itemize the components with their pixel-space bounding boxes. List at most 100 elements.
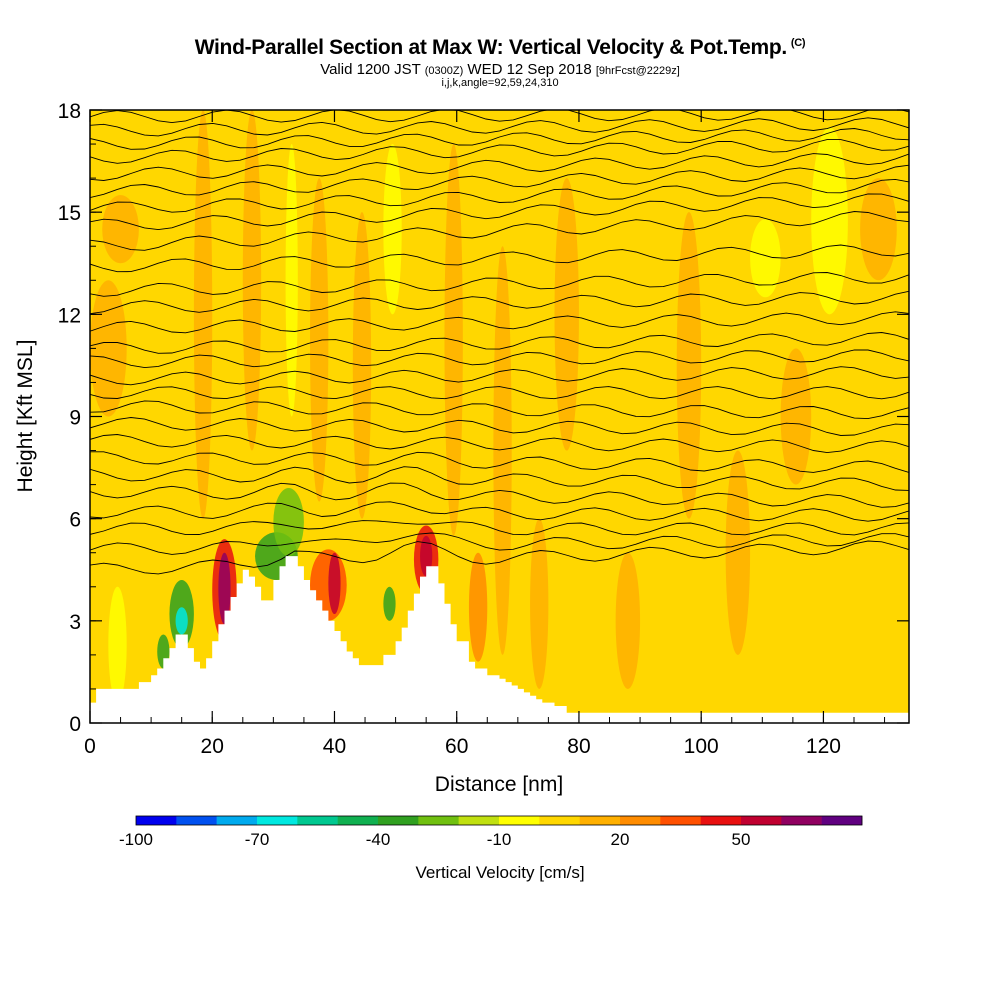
theta-contour-line xyxy=(90,128,909,150)
velocity-cell xyxy=(310,178,329,502)
theta-contour-line xyxy=(90,417,909,436)
velocity-cell xyxy=(102,195,139,264)
velocity-cell xyxy=(242,110,262,451)
valid-time: Valid 1200 JST (0300Z) WED 12 Sep 2018 [… xyxy=(0,61,1000,78)
velocity-cell xyxy=(860,178,897,281)
velocity-cell xyxy=(750,218,781,298)
theta-contour-line xyxy=(90,153,909,181)
y-tick-label: 3 xyxy=(69,611,81,634)
theta-contour-line xyxy=(90,349,909,369)
colorbar-swatch xyxy=(378,816,419,825)
colorbar-swatch xyxy=(458,816,500,825)
velocity-cell xyxy=(175,607,188,635)
theta-contour-line xyxy=(90,211,909,251)
theta-contour-line xyxy=(90,386,909,400)
theta-contour-line xyxy=(90,434,909,454)
colorbar-swatch xyxy=(700,816,742,825)
y-tick-label: 15 xyxy=(58,202,81,225)
colorbar-swatch xyxy=(176,816,217,825)
colorbar-swatch xyxy=(660,816,701,825)
colorbar-tick-label: -10 xyxy=(487,830,512,849)
valid-prefix: Valid 1200 JST xyxy=(320,61,421,78)
theta-contour-line xyxy=(90,540,909,575)
theta-contour-line xyxy=(90,244,909,273)
x-tick-label: 0 xyxy=(84,735,96,758)
x-axis-label: Distance [nm] xyxy=(435,773,563,796)
section-info: i,j,k,angle=92,59,24,310 xyxy=(441,77,559,89)
colorbar-swatch xyxy=(337,816,379,825)
title-tag: (C) xyxy=(790,37,806,49)
colorbar-swatch xyxy=(781,816,822,825)
velocity-cell xyxy=(811,127,848,315)
colorbar-swatch xyxy=(297,816,338,825)
velocity-cell xyxy=(468,552,488,662)
colorbar-swatch xyxy=(499,816,540,825)
theta-contour-line xyxy=(90,482,909,508)
x-tick-label: 20 xyxy=(201,735,224,758)
x-tick-label: 80 xyxy=(567,735,590,758)
theta-contour-line xyxy=(90,451,909,473)
chart-title: Wind-Parallel Section at Max W: Vertical… xyxy=(0,36,1000,60)
y-tick-label: 12 xyxy=(58,304,81,327)
colorbar-swatch xyxy=(257,816,298,825)
colorbar-tick-label: 20 xyxy=(611,830,630,849)
velocity-cell xyxy=(530,518,549,689)
theta-contour-line xyxy=(90,520,909,536)
colorbar-swatch xyxy=(579,816,621,825)
forecast-tag: [9hrFcst@2229z] xyxy=(595,65,680,77)
theta-contour-line xyxy=(90,332,909,354)
theta-contour-line xyxy=(90,290,909,315)
x-tick-label: 60 xyxy=(445,735,468,758)
velocity-cell xyxy=(383,144,402,315)
x-tick-label: 40 xyxy=(323,735,346,758)
valid-date: WED 12 Sep 2018 xyxy=(467,61,592,78)
y-tick-label: 9 xyxy=(69,407,81,430)
colorbar-swatch xyxy=(418,816,459,825)
theta-contour-line xyxy=(90,164,909,199)
colorbar-swatch xyxy=(620,816,661,825)
theta-contours xyxy=(90,110,909,575)
valid-utc: (0300Z) xyxy=(424,65,464,77)
y-tick-label: 6 xyxy=(69,509,81,532)
velocity-cell xyxy=(676,212,702,519)
y-axis-label: Height [Kft MSL] xyxy=(14,340,37,493)
y-tick-label: 18 xyxy=(58,100,81,123)
theta-contour-line xyxy=(90,466,909,491)
terrain xyxy=(90,556,909,723)
velocity-cell xyxy=(273,488,304,557)
velocity-cell xyxy=(780,348,812,485)
x-tick-label: 100 xyxy=(684,735,719,758)
y-axis: 0 3 6 9 12 15 18 xyxy=(58,100,909,736)
x-axis: 0 20 40 60 80 100 120 xyxy=(84,110,886,758)
theta-contour-line xyxy=(90,139,909,164)
colorbar-swatch xyxy=(539,816,580,825)
colorbar-tick-label: -70 xyxy=(245,830,270,849)
theta-contour-line xyxy=(90,178,909,213)
x-tick-label: 120 xyxy=(806,735,841,758)
colorbar-swatch xyxy=(136,816,177,825)
velocity-cell xyxy=(108,586,127,703)
theta-contour-line xyxy=(90,117,909,137)
theta-contour-line xyxy=(90,532,909,555)
colorbar-swatch xyxy=(821,816,863,825)
velocity-cell xyxy=(383,586,396,621)
colorbar-tick-label: -40 xyxy=(366,830,391,849)
velocity-cell xyxy=(328,552,341,615)
colorbar-tick-label: -100 xyxy=(119,830,153,849)
velocity-cell xyxy=(725,450,751,655)
chart-title-text: Wind-Parallel Section at Max W: Vertical… xyxy=(194,36,788,59)
colorbar: -100 -70 -40 -10 20 50 xyxy=(119,815,863,849)
theta-contour-line xyxy=(90,366,909,386)
theta-contour-line xyxy=(90,193,909,231)
velocity-cell xyxy=(615,552,641,689)
velocity-cell xyxy=(493,246,512,655)
theta-contour-line xyxy=(90,400,909,420)
colorbar-label: Vertical Velocity [cm/s] xyxy=(415,863,585,882)
theta-contour-line xyxy=(90,311,909,334)
colorbar-tick-label: 50 xyxy=(732,830,751,849)
colorbar-frame xyxy=(135,815,863,826)
velocity-cell xyxy=(285,144,298,417)
y-tick-label: 0 xyxy=(69,713,81,736)
colorbar-swatch xyxy=(216,816,258,825)
